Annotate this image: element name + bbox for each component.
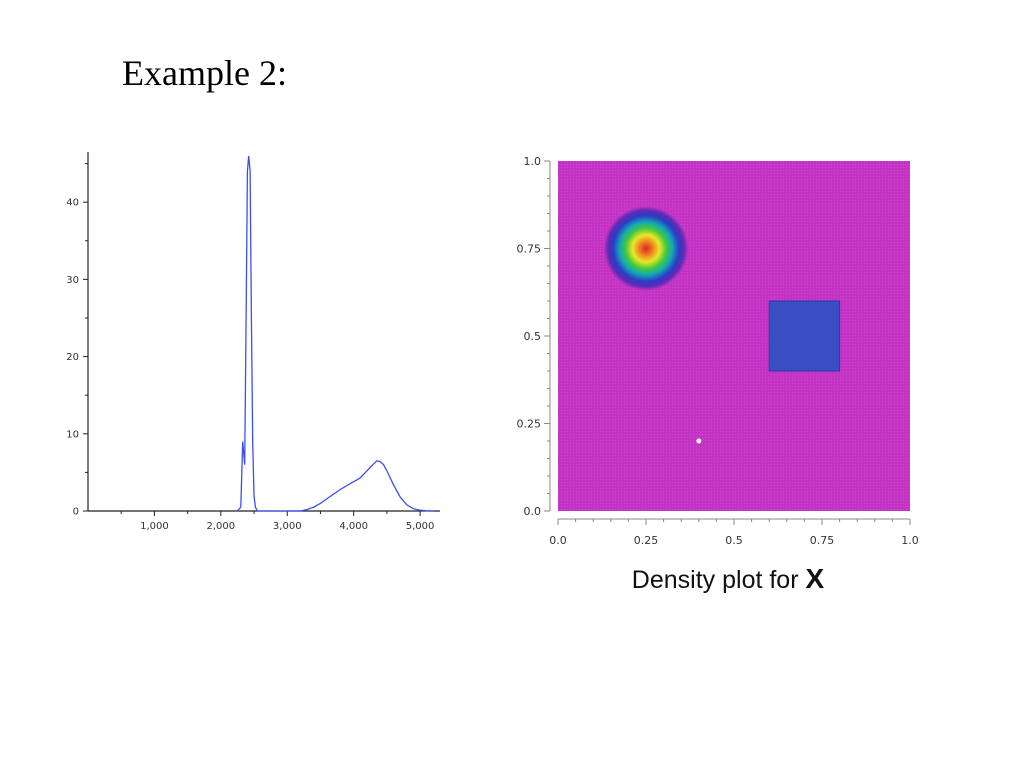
density-heatmap-chart: 0.0 0.25 0.5 0.75 1.0 0.0 0.25 0.5 0.75 1.0 xyxy=(517,155,919,547)
y-tick-label: 0.5 xyxy=(524,330,542,343)
y-tick-label: 0.0 xyxy=(524,505,542,518)
density-blob xyxy=(603,206,689,291)
slide-title: Example 2: xyxy=(122,53,287,93)
density-chart-title: Density plot for X xyxy=(558,563,898,595)
density-title-text: Density plot for xyxy=(631,566,799,594)
y-tick-label: 30 xyxy=(66,275,79,286)
y-tick-label: 0.75 xyxy=(517,243,542,256)
x-tick-label: 1.0 xyxy=(901,534,919,547)
y-tick-label: 40 xyxy=(66,198,79,209)
y-tick-label: 0.25 xyxy=(517,418,542,431)
y-tick-label: 0 xyxy=(73,507,79,518)
x-tick-label: 5,000 xyxy=(406,521,435,532)
x-tick-label: 0.0 xyxy=(549,534,567,547)
y-tick-label: 1.0 xyxy=(524,155,542,168)
density-dot xyxy=(696,438,702,444)
y-tick-label: 10 xyxy=(66,429,79,440)
density-title-variable: X xyxy=(805,563,825,594)
x-tick-label: 0.25 xyxy=(634,534,659,547)
x-tick-label: 2,000 xyxy=(207,521,236,532)
heatmap-texture xyxy=(558,161,910,511)
x-tick-label: 4,000 xyxy=(339,521,368,532)
x-tick-label: 1,000 xyxy=(140,521,169,532)
density-line-chart: 0 10 20 30 40 1,000 2,000 3,000 4,000 5,000 xyxy=(66,152,440,532)
x-tick-label: 3,000 xyxy=(273,521,302,532)
x-tick-label: 0.5 xyxy=(725,534,743,547)
density-square xyxy=(768,300,841,372)
density-series-line xyxy=(236,155,434,512)
x-tick-label: 0.75 xyxy=(810,534,835,547)
y-tick-label: 20 xyxy=(66,352,79,363)
